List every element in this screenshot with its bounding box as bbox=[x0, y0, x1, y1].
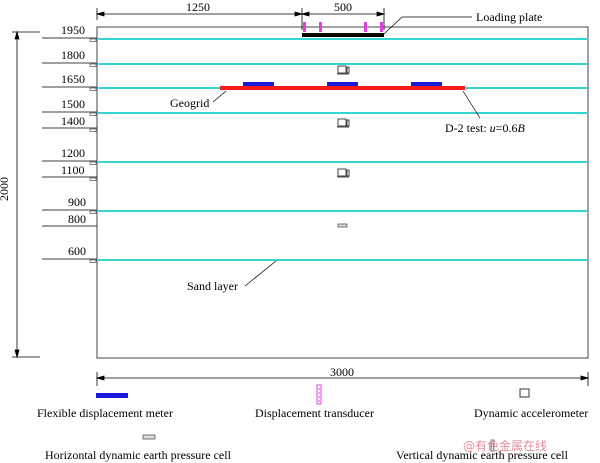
elevation-label: 1800 bbox=[61, 48, 85, 62]
legend-transducer-icon bbox=[316, 384, 322, 405]
elevation-ticks bbox=[42, 37, 97, 260]
elevation-label: 1950 bbox=[61, 23, 85, 37]
legend-accelerometer-icon bbox=[519, 388, 530, 398]
flexible-displacement-meters bbox=[243, 82, 442, 86]
leader-lines bbox=[212, 16, 481, 287]
test-label: D-2 test: u=0.6B bbox=[445, 121, 525, 135]
left-dimension bbox=[12, 30, 40, 359]
elevation-label: 1400 bbox=[61, 114, 85, 128]
legend-horizontal-cell-icon bbox=[142, 434, 156, 440]
geogrid-label: Geogrid bbox=[170, 96, 210, 110]
left-horizontal-cells bbox=[89, 38, 97, 263]
test-label-text: D-2 test: bbox=[445, 121, 490, 135]
dynamic-accelerometers bbox=[337, 65, 350, 178]
legend-flexible-meter-label: Flexible displacement meter bbox=[37, 406, 173, 420]
legend-symbols bbox=[96, 384, 530, 452]
top-dimension bbox=[95, 8, 386, 30]
soil-box bbox=[96, 26, 589, 359]
geogrid bbox=[220, 86, 465, 90]
elevation-label: 800 bbox=[68, 212, 86, 226]
elevation-label: 1650 bbox=[61, 72, 85, 86]
elevation-label: 1500 bbox=[61, 97, 85, 111]
test-label-eq: =0.6 bbox=[495, 121, 518, 135]
legend-transducer-label: Displacement transducer bbox=[255, 406, 374, 420]
test-label-var-u: u bbox=[489, 121, 496, 135]
sand-layers bbox=[97, 38, 588, 261]
sand-layer-label: Sand layer bbox=[187, 279, 238, 293]
elevation-label: 1200 bbox=[61, 146, 85, 160]
elevation-label: 600 bbox=[68, 244, 86, 258]
test-label-var-b: B bbox=[517, 121, 525, 135]
legend-flexible-meter-icon bbox=[96, 393, 128, 398]
horizontal-pressure-cell bbox=[337, 223, 348, 228]
legend-horizontal-cell-label: Horizontal dynamic earth pressure cell bbox=[45, 448, 231, 462]
dim-plate-width: 500 bbox=[334, 0, 352, 14]
legend-accelerometer-label: Dynamic accelerometer bbox=[474, 406, 589, 420]
dim-width-top: 1250 bbox=[186, 0, 210, 14]
elevation-label: 1100 bbox=[61, 163, 85, 177]
displacement-transducers bbox=[303, 22, 383, 32]
dim-height-total: 2000 bbox=[0, 177, 11, 201]
watermark: @有色金属在线 bbox=[463, 439, 548, 453]
loading-plate bbox=[302, 33, 384, 37]
legend-vertical-cell-label: Vertical dynamic earth pressure cell bbox=[396, 448, 568, 462]
elevation-label: 900 bbox=[68, 195, 86, 209]
dim-width-total: 3000 bbox=[330, 365, 354, 379]
legend-vertical-cell-icon bbox=[490, 439, 495, 452]
loading-plate-label: Loading plate bbox=[476, 10, 543, 24]
bottom-dimension bbox=[95, 372, 590, 386]
